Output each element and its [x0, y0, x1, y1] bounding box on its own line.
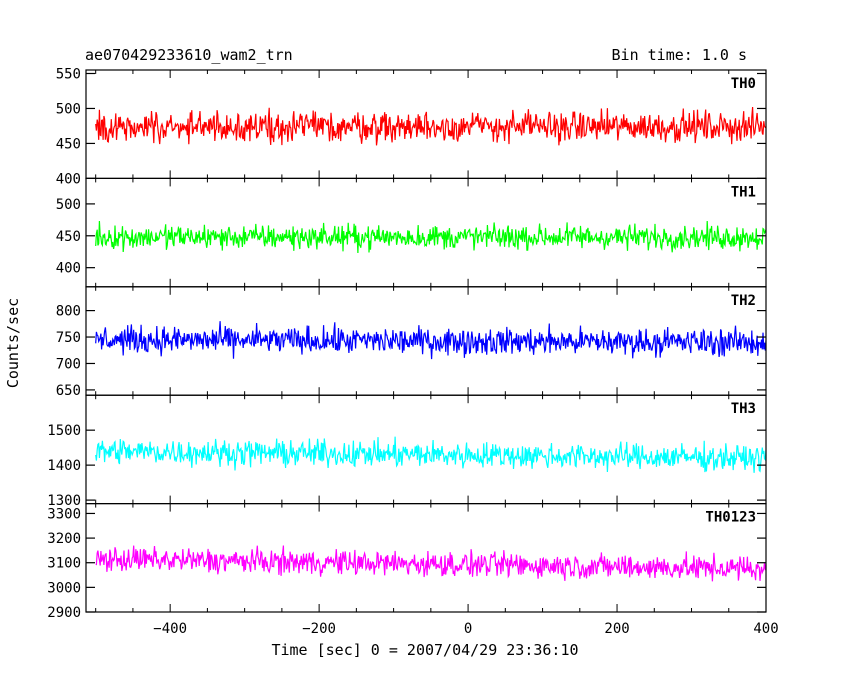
y-tick-label: 1300: [47, 493, 81, 509]
panel-th2: 650 700 750 800 TH2: [56, 286, 767, 399]
series-line-th0: [95, 106, 766, 146]
y-tick-label: 400: [56, 261, 81, 277]
y-tick-label: 400: [56, 171, 81, 187]
series-line-th2: [95, 321, 766, 360]
y-tick-label: 700: [56, 356, 81, 372]
x-tick-label: −200: [302, 621, 336, 637]
figure-title: ae070429233610_wam2_trn: [85, 46, 293, 64]
y-axis-label: Counts/sec: [4, 298, 22, 388]
series-line-th3: [95, 436, 766, 473]
panel-th0123: 2900 3000 3100 3200 3300 TH0123: [47, 503, 767, 621]
y-tick-label: 3100: [47, 556, 81, 572]
series-line-th0123: [95, 545, 766, 582]
y-tick-label: 750: [56, 330, 81, 346]
x-tick-label: 200: [604, 621, 629, 637]
y-tick-label: 650: [56, 383, 81, 399]
y-tick-label: 450: [56, 229, 81, 245]
y-tick-label: 3300: [47, 506, 81, 522]
panel-label-th3: TH3: [731, 401, 756, 417]
x-tick-label: 400: [753, 621, 778, 637]
x-axis-label: Time [sec] 0 = 2007/04/29 23:36:10: [271, 641, 578, 659]
y-tick-label: 2900: [47, 605, 81, 621]
y-tick-label: 800: [56, 304, 81, 320]
plot-area: 400 450 500 550 TH0 400 450 500 TH1 650 700 750 800 T…: [47, 66, 778, 637]
y-tick-label: 450: [56, 136, 81, 152]
x-tick-label: −400: [153, 621, 187, 637]
panel-th0: 400 450 500 550 TH0: [56, 66, 767, 187]
y-tick-label: 500: [56, 197, 81, 213]
series-line-th1: [95, 220, 766, 254]
y-tick-label: 3000: [47, 580, 81, 596]
y-tick-label: 1500: [47, 423, 81, 439]
bin-time-label: Bin time: 1.0 s: [612, 46, 747, 64]
panel-label-th2: TH2: [731, 293, 756, 309]
panel-label-th0: TH0: [731, 76, 756, 92]
panel-label-th1: TH1: [731, 184, 756, 200]
panel-frame: [85, 503, 767, 613]
x-tick-label: 0: [464, 621, 472, 637]
y-tick-label: 500: [56, 101, 81, 117]
panel-th1: 400 450 500 TH1: [56, 177, 767, 288]
panel-label-th0123: TH0123: [705, 510, 756, 526]
panel-th3: 1300 1400 1500 TH3: [47, 394, 767, 509]
y-tick-label: 3200: [47, 531, 81, 547]
y-tick-label: 550: [56, 66, 81, 82]
y-tick-label: 1400: [47, 458, 81, 474]
